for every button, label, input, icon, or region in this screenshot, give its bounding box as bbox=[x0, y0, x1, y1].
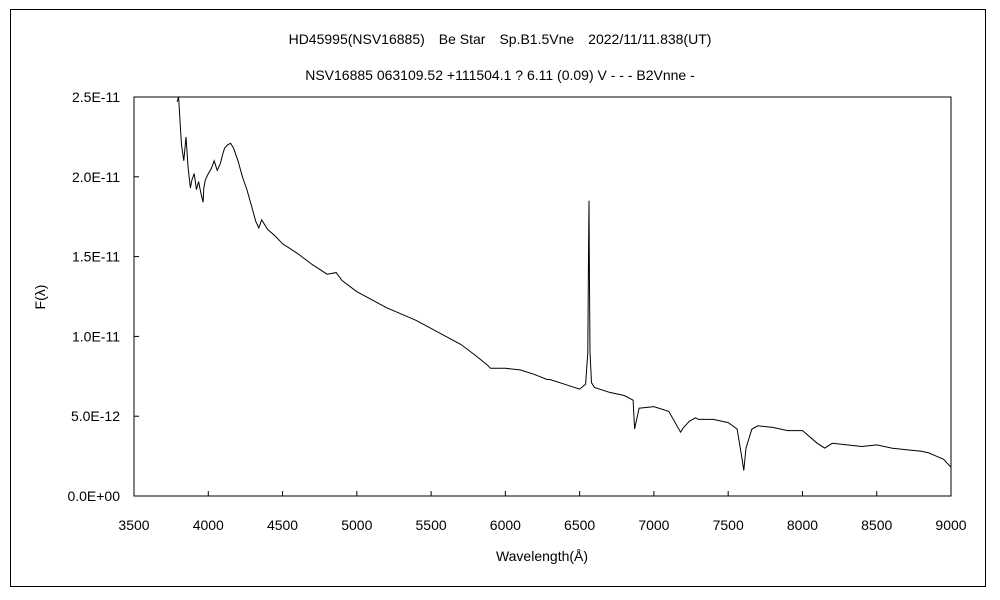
plot-area bbox=[133, 96, 952, 497]
y-tick-label: 2.5E-11 bbox=[72, 89, 120, 105]
x-tick-label: 5000 bbox=[341, 517, 372, 533]
y-tick-label: 2.0E-11 bbox=[72, 169, 120, 185]
y-axis: 0.0E+00 5.0E-12 1.0E-11 1.5E-11 2.0E-11 2.5E-… bbox=[67, 89, 139, 504]
x-tick-label: 6000 bbox=[490, 517, 521, 533]
x-tick-label: 4000 bbox=[193, 517, 224, 533]
x-axis-label: Wavelength(Å) bbox=[496, 548, 588, 564]
x-tick-label: 3500 bbox=[118, 517, 149, 533]
chart-subtitle: NSV16885 063109.52 +111504.1 ? 6.11 (0.0… bbox=[305, 67, 695, 83]
spectrum-line bbox=[176, 96, 952, 471]
x-tick-label: 7000 bbox=[638, 517, 669, 533]
chart-title: HD45995(NSV16885) Be Star Sp.B1.5Vne 202… bbox=[288, 31, 712, 47]
y-tick-label: 1.0E-11 bbox=[72, 328, 120, 344]
chart-frame bbox=[10, 9, 986, 587]
y-tick-label: 5.0E-12 bbox=[71, 408, 120, 424]
y-axis-label: F(λ) bbox=[32, 285, 48, 310]
x-tick-label: 5500 bbox=[416, 517, 447, 533]
x-tick-label: 8000 bbox=[787, 517, 818, 533]
x-tick-label: 7500 bbox=[713, 517, 744, 533]
x-tick-label: 4500 bbox=[267, 517, 298, 533]
x-tick-label: 9000 bbox=[935, 517, 966, 533]
x-tick-label: 8500 bbox=[861, 517, 892, 533]
y-tick-label: 0.0E+00 bbox=[67, 488, 120, 504]
y-tick-label: 1.5E-11 bbox=[72, 249, 120, 265]
x-axis: 3500 4000 4500 5000 5500 6000 6500 7000 7500 8000… bbox=[118, 491, 967, 533]
x-tick-label: 6500 bbox=[564, 517, 595, 533]
